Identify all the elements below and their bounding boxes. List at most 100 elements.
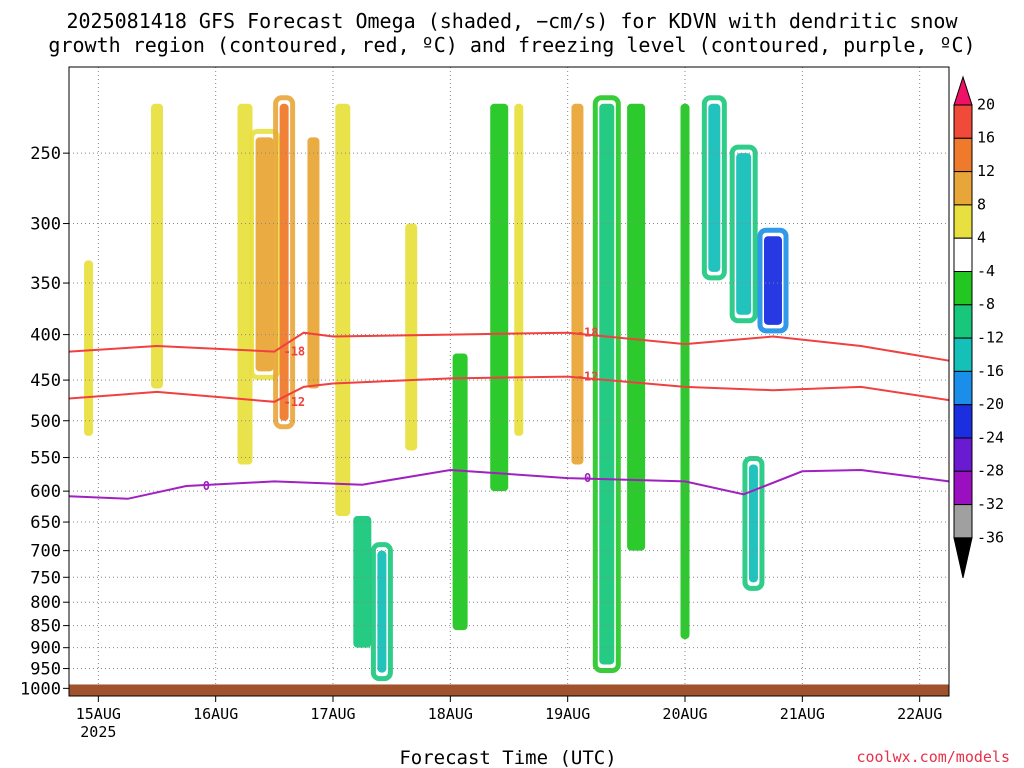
x-tick-label: 20AUG [662,705,707,723]
omega-cell [514,103,524,436]
omega-cell [377,550,387,673]
x-tick-year: 2025 [80,723,116,741]
x-tick-label: 16AUG [193,705,238,723]
y-tick-label: 800 [30,593,61,613]
omega-cell [84,260,94,436]
contour-label: -18 [577,326,599,340]
colorbar-swatch [953,237,973,272]
contour-label: -18 [283,345,305,359]
colorbar-swatch [953,137,973,173]
colorbar-bottom-arrow [953,537,973,579]
chart-title-line-1: 2025081418 GFS Forecast Omega (shaded, −… [66,9,958,33]
contour-line--12 [68,375,950,403]
x-tick-label: 18AUG [428,705,473,723]
grid-layer [69,67,949,696]
omega-cell-halo [370,542,393,682]
colorbar-swatch [953,171,973,206]
plot-frame [68,66,950,697]
omega-cell [307,137,320,389]
y-tick-label: 350 [30,274,61,294]
omega-cell-halo [757,227,789,334]
colorbar-swatch [953,304,973,339]
colorbar-label: -20 [977,395,1004,413]
y-tick-label: 400 [30,326,61,346]
contour-line-0 [68,468,950,500]
colorbar-label: 20 [977,95,995,113]
x-axis: 15AUG 16AUG 17AUG 18AUG 19AUG 20AUG 21AUG 22AUG… [76,696,942,741]
omega-shading-layer [84,95,789,682]
omega-cell [748,464,758,583]
y-tick-label: 250 [30,144,61,164]
y-tick-label: 450 [30,371,61,391]
ground-below-surface [69,684,949,696]
colorbar-label: 4 [977,229,986,247]
colorbar-swatch [953,504,973,539]
colorbar-label: 16 [977,129,995,147]
omega-cell [708,103,721,272]
colorbar-label: -12 [977,328,1004,346]
colorbar-label: -32 [977,495,1004,513]
y-tick-label: 1000 [20,679,61,699]
omega-cell [490,103,509,492]
site-credit: coolwx.com/models [856,748,1010,766]
omega-cell [627,103,646,551]
omega-cell-halo [273,95,296,430]
y-tick-label: 500 [30,412,61,432]
contour-label: -12 [577,370,599,384]
omega-cell [405,223,418,451]
contour-label: -12 [283,395,305,409]
colorbar-top-arrow [953,75,973,106]
colorbar-swatch [953,404,973,439]
y-tick-label: 950 [30,660,61,680]
contour-label: 0 [584,471,591,485]
y-tick-label: 650 [30,513,61,533]
contour-line--18 [68,331,950,362]
contour-label: 0 [203,479,210,493]
colorbar-label: -36 [977,528,1004,546]
y-tick-label: 300 [30,215,61,235]
omega-cell-halo [729,144,758,324]
colorbar-swatch [953,204,973,239]
colorbar-label: -8 [977,295,995,313]
omega-cell [452,353,468,631]
omega-cell [764,236,782,325]
omega-cell-halo [701,95,727,281]
colorbar-swatch [953,104,973,139]
omega-cell [279,103,289,421]
y-tick-label: 700 [30,542,61,562]
colorbar: 20 16 12 8 4 -4 -8 -12 -16 -20 -24 -28 -32 -36 [953,75,1004,579]
y-tick-label: 900 [30,639,61,659]
colorbar-swatch [953,437,973,472]
colorbar-label: -28 [977,462,1004,480]
colorbar-swatch [953,370,973,406]
x-tick-label: 15AUG [76,705,121,723]
omega-cell [335,103,351,517]
colorbar-label: -16 [977,362,1004,380]
omega-cell [255,137,274,372]
y-axis: 2503003504004505005506006507007508008509… [20,144,69,699]
x-tick-label: 22AUG [897,705,942,723]
x-tick-label: 17AUG [310,705,355,723]
colorbar-swatch [953,470,973,506]
x-axis-title: Forecast Time (UTC) [399,747,616,768]
omega-cell [237,103,253,465]
omega-cell [151,103,163,389]
omega-cell [736,153,752,315]
omega-cell [571,103,584,465]
x-tick-label: 21AUG [780,705,825,723]
colorbar-label: 12 [977,162,995,180]
omega-cell [599,103,615,665]
y-tick-label: 850 [30,617,61,637]
colorbar-swatch [953,337,973,372]
contour-layer: -18 -18 -12 -12 0 0 [68,326,950,500]
y-tick-label: 600 [30,482,61,502]
chart-title-line-2: growth region (contoured, red, ºC) and f… [48,33,976,57]
omega-cell-halo [592,95,621,673]
y-tick-label: 550 [30,449,61,469]
colorbar-label: -24 [977,428,1004,446]
colorbar-label: -4 [977,262,995,280]
colorbar-swatch [953,271,973,306]
x-tick-label: 19AUG [545,705,590,723]
omega-cell-halo [742,456,765,591]
